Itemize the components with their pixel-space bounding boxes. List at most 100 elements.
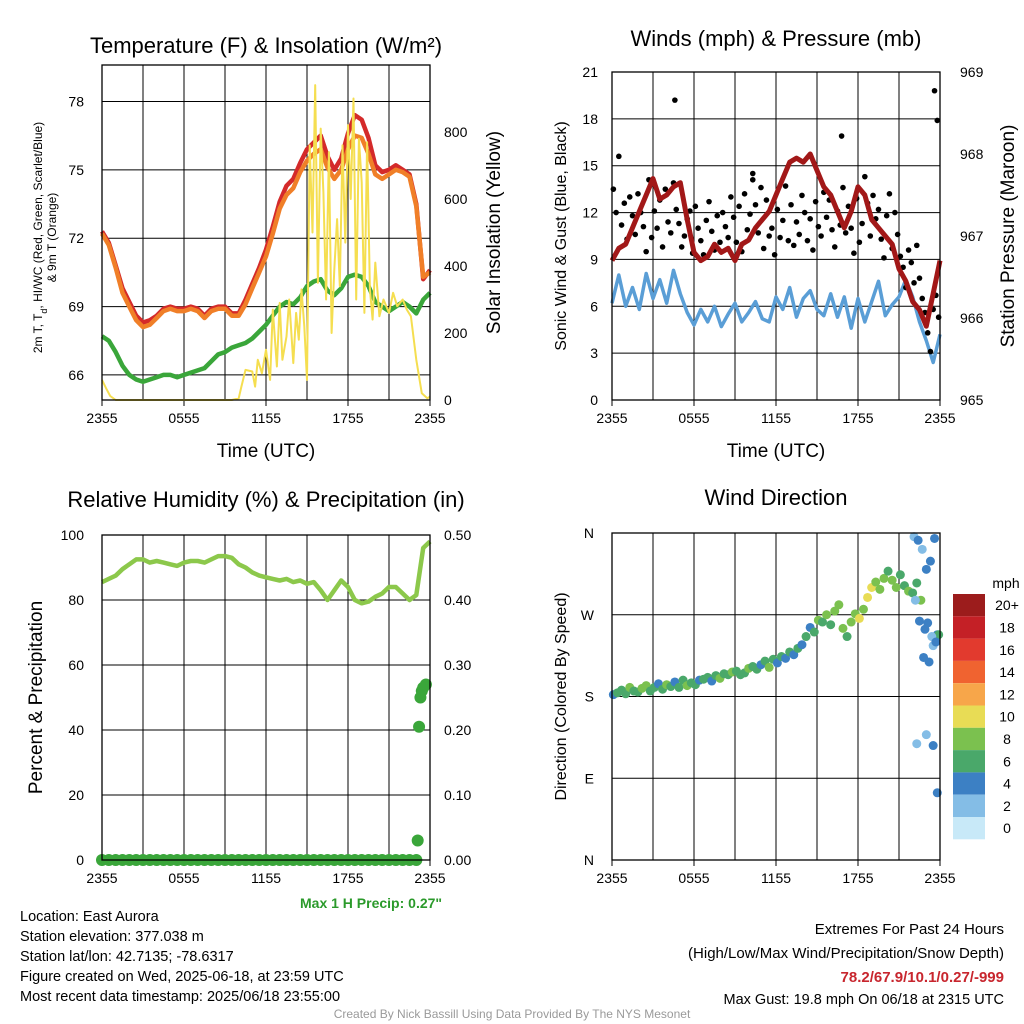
winds-ytick-label: 9 xyxy=(590,251,598,267)
winds-gust-point xyxy=(886,191,893,197)
winds-gust-point xyxy=(736,203,742,210)
winds-gust-point xyxy=(934,117,941,124)
colorbar-label: 14 xyxy=(999,664,1015,680)
winds-gust-point xyxy=(840,184,846,191)
temperature-ytick-label: 66 xyxy=(68,367,84,383)
rh_precip-plot-border xyxy=(101,534,431,861)
winds-gust-point xyxy=(755,230,762,236)
winds-xtick-label: 0555 xyxy=(678,410,709,426)
winds-gust-point xyxy=(673,206,680,213)
winds-gust-point xyxy=(807,216,813,222)
winds-gust-point xyxy=(799,192,805,199)
rh-ytick-label: 20 xyxy=(68,787,84,803)
winds-gust-point xyxy=(672,97,678,103)
rh_precip-xtick-label: 2355 xyxy=(86,870,117,886)
wdir-point xyxy=(887,575,897,585)
winds-gust-point xyxy=(785,237,792,244)
wind_direction-xtick-label: 2355 xyxy=(924,870,955,886)
wdir-point xyxy=(817,617,827,627)
winds-gust-point xyxy=(747,211,753,217)
colorbar-label: 0 xyxy=(1003,820,1011,836)
winds-gust-point xyxy=(913,242,920,249)
rh_precip-xtick-label: 0555 xyxy=(168,870,199,886)
winds-gust-point xyxy=(878,236,885,242)
colorbar-label: 8 xyxy=(1003,731,1011,747)
temperature-xtick-label: 2355 xyxy=(414,410,445,426)
wdir-point xyxy=(928,741,938,751)
wdir-ytick-label: E xyxy=(585,770,594,786)
wdir-point xyxy=(917,544,927,554)
winds-gust-point xyxy=(758,184,764,191)
location-text: Location: East Aurora xyxy=(20,909,159,925)
temperature-ytick-label: 69 xyxy=(68,299,84,315)
temperature-y2label: Solar Insolation (Yellow) xyxy=(484,131,505,334)
rh-y2tick-label: 0.30 xyxy=(444,657,471,673)
winds-gust-point xyxy=(867,233,874,239)
colorbar-label: 6 xyxy=(1003,753,1011,769)
winds-y2tick-label: 965 xyxy=(960,392,984,408)
winds-gust-point xyxy=(905,247,912,253)
winds-gust-point xyxy=(665,219,671,225)
rh-y2tick-label: 0.10 xyxy=(444,787,471,803)
wdir-point xyxy=(875,584,885,594)
winds-gust-point xyxy=(771,251,778,258)
winds-gust-point xyxy=(927,348,934,355)
winds-gust-point xyxy=(838,133,845,139)
rh-ytick-label: 0 xyxy=(76,852,84,868)
extremes-subtitle: (High/Low/Max Wind/Precipitation/Snow De… xyxy=(688,945,1004,962)
colorbar-swatch xyxy=(953,772,985,795)
winds-ytick-label: 3 xyxy=(590,345,598,361)
winds-gust-point xyxy=(722,223,729,230)
winds-y2tick-label: 968 xyxy=(960,146,984,162)
winds-gust-point xyxy=(733,239,740,246)
winds-gust-point xyxy=(818,233,824,239)
wdir-point xyxy=(910,595,920,605)
extremes-values: 78.2/67.9/10.1/0.27/-999 xyxy=(840,969,1004,986)
winds-ylabel: Sonic Wind & Gust (Blue, Black) xyxy=(553,121,570,350)
extremes-title: Extremes For Past 24 Hours xyxy=(814,921,1004,938)
winds-gust-point xyxy=(744,226,751,233)
winds-y2tick-label: 969 xyxy=(960,64,984,80)
rh-series-line xyxy=(101,539,432,606)
winds-gust-point xyxy=(810,247,816,253)
winds-gust-point xyxy=(651,208,658,214)
wdir-point xyxy=(921,730,931,740)
winds-title: Winds (mph) & Pressure (mb) xyxy=(631,26,922,51)
wdir-point xyxy=(923,618,933,628)
rh-y2tick-label: 0.40 xyxy=(444,592,471,608)
winds-gust-point xyxy=(916,275,923,281)
wdir-point xyxy=(842,632,852,642)
wdir-point xyxy=(915,616,924,626)
wdir-point xyxy=(781,653,791,663)
winds-xtick-label: 1755 xyxy=(842,410,873,426)
wdir-point xyxy=(912,578,922,588)
colorbar-label: 4 xyxy=(1003,776,1011,792)
wdir-point xyxy=(891,583,901,592)
temperature-ylabel: 2m T, Td, HI/WC (Red, Green, Scarlet/Blu… xyxy=(31,122,49,353)
temperature-xtick-label: 2355 xyxy=(86,410,117,426)
winds-gust-point xyxy=(760,245,767,252)
colorbar-title: mph xyxy=(992,575,1019,591)
rh-y2tick-label: 0.20 xyxy=(444,722,471,738)
winds-gust-point xyxy=(862,173,868,180)
winds-gust-point xyxy=(804,237,811,244)
winds-ytick-label: 15 xyxy=(582,158,598,174)
winds-gust-point xyxy=(793,219,800,225)
winds-xtick-label: 2355 xyxy=(596,410,627,426)
rh_precip-xtick-label: 1155 xyxy=(251,870,281,886)
max-gust-text: Max Gust: 19.8 mph On 06/18 at 2315 UTC xyxy=(723,992,1004,1008)
winds-gust-point xyxy=(812,198,819,205)
temperature-ytick-label: 78 xyxy=(68,93,84,109)
colorbar-swatch xyxy=(953,727,985,751)
rh-ylabel: Percent & Precipitation xyxy=(26,601,47,794)
winds-gust-point xyxy=(788,201,794,208)
temperature-xtick-label: 1755 xyxy=(332,410,363,426)
winds-gust-point xyxy=(654,225,660,231)
temperature-y2tick-label: 0 xyxy=(444,392,452,408)
winds-gust-point xyxy=(678,244,685,250)
elevation-text: Station elevation: 377.038 m xyxy=(20,929,204,945)
temperature-ytick-label: 72 xyxy=(68,230,84,246)
wdir-point xyxy=(760,656,770,666)
colorbar-label: 20+ xyxy=(995,597,1019,613)
